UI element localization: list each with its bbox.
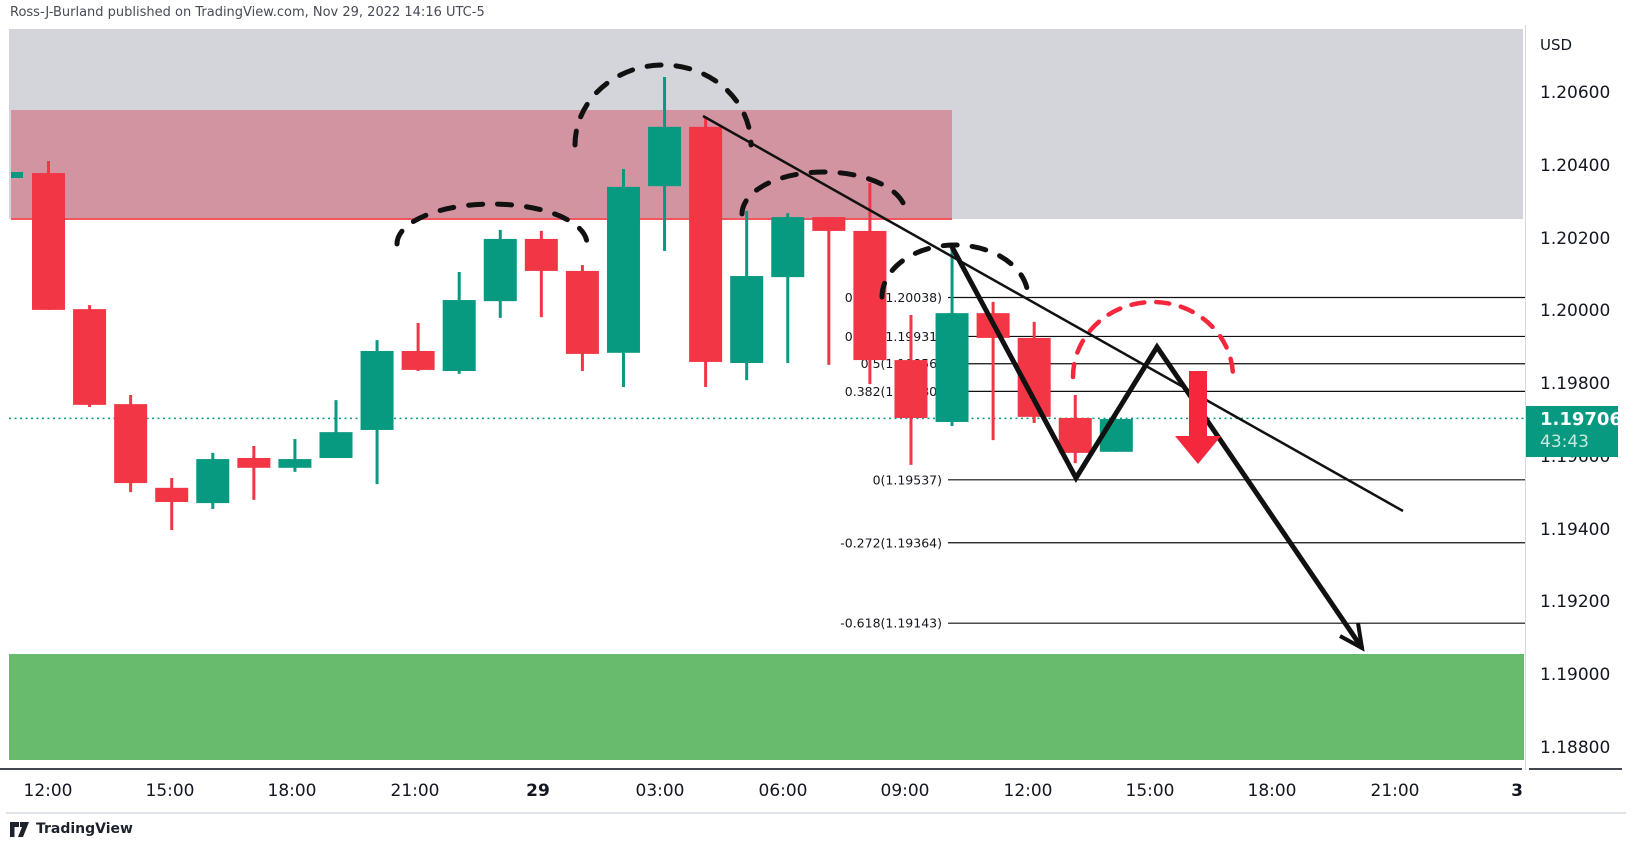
price-axis-label: 1.19200 — [1540, 592, 1611, 613]
price-axis-label: 1.20600 — [1540, 83, 1611, 103]
candle-body — [196, 459, 230, 504]
price-axis-label: 1.19000 — [1540, 665, 1611, 686]
dashed-arc-annotation — [879, 242, 1031, 300]
time-axis-label: 18:00 — [267, 781, 317, 801]
candle-body — [360, 350, 394, 430]
candle-body — [155, 487, 189, 503]
dashed-arc-annotation — [572, 62, 754, 148]
price-axis-label: 1.19800 — [1540, 374, 1611, 395]
demand-zone-green — [9, 654, 1524, 760]
zigzag-arrowhead — [1339, 622, 1365, 652]
descending-trendline — [702, 114, 1404, 513]
candle-body — [565, 270, 599, 354]
attribution-text: Ross-J-Burland published on TradingView.… — [10, 5, 485, 20]
time-axis-line — [0, 768, 1522, 770]
tradingview-logo-text: TradingView — [36, 821, 133, 837]
currency-label: USD — [1540, 36, 1573, 54]
zigzag-projection-path — [948, 243, 1365, 650]
candle-body — [606, 186, 640, 353]
candle-body — [483, 238, 517, 302]
candle-body — [730, 276, 764, 364]
candle-body — [894, 360, 928, 418]
candle-body — [114, 404, 148, 484]
candle-body — [524, 238, 558, 271]
candle-body — [401, 350, 435, 370]
chart-bottom-border — [6, 812, 1626, 814]
candle-body — [319, 432, 353, 458]
time-axis-label: 21:00 — [390, 781, 440, 801]
time-axis-label: 15:00 — [1125, 781, 1175, 801]
time-axis-label: 18:00 — [1247, 781, 1297, 801]
time-axis-line-right — [1529, 768, 1622, 770]
time-axis-label: 03:00 — [635, 781, 685, 801]
candle-body — [442, 300, 476, 372]
candle-countdown: 43:43 — [1540, 431, 1589, 452]
last-price-value: 1.19706 — [1540, 409, 1622, 430]
red-down-arrow — [1175, 371, 1221, 464]
candle-body — [935, 313, 969, 422]
time-axis-label: 15:00 — [145, 781, 195, 801]
candle-body — [1099, 419, 1133, 452]
candle-body — [32, 173, 65, 310]
candle-body — [237, 457, 271, 468]
fib-level-label: 0(1.19537) — [873, 472, 942, 487]
time-axis-label: 3 — [1511, 781, 1523, 801]
tradingview-logo[interactable]: TradingView — [10, 821, 133, 837]
time-axis-label: 21:00 — [1370, 781, 1420, 801]
fib-level-label: -0.272(1.19364) — [840, 535, 942, 550]
time-axis-label: 29 — [526, 781, 550, 801]
partial-candle-fragment — [11, 172, 23, 178]
time-axis-label: 12:00 — [1003, 781, 1053, 801]
price-axis-label: 1.19400 — [1540, 519, 1611, 540]
price-axis-label: 1.20400 — [1540, 155, 1611, 176]
candle-body — [1058, 417, 1092, 453]
price-axis-label: 1.20000 — [1540, 301, 1611, 322]
candle-body — [689, 126, 723, 362]
red-dashed-arc-annotation — [1070, 299, 1236, 380]
fib-level-label: -0.618(1.19143) — [840, 616, 942, 631]
price-axis-label: 1.18800 — [1540, 738, 1611, 758]
tradingview-logo-icon — [10, 821, 29, 837]
dashed-arc-annotation — [739, 169, 909, 217]
time-axis-label: 12:00 — [23, 781, 73, 801]
candle-body — [812, 217, 846, 231]
candle-body — [648, 126, 682, 187]
time-axis-label: 09:00 — [880, 781, 930, 801]
price-axis-separator — [1525, 25, 1526, 770]
candle-body — [73, 309, 107, 405]
last-price-badge: 1.19706 43:43 — [1526, 406, 1622, 457]
candle-body — [771, 217, 805, 278]
supply-zone-pink — [11, 110, 952, 219]
candle-body — [278, 459, 312, 468]
time-axis-label: 06:00 — [758, 781, 808, 801]
price-axis-label: 1.20200 — [1540, 228, 1611, 249]
